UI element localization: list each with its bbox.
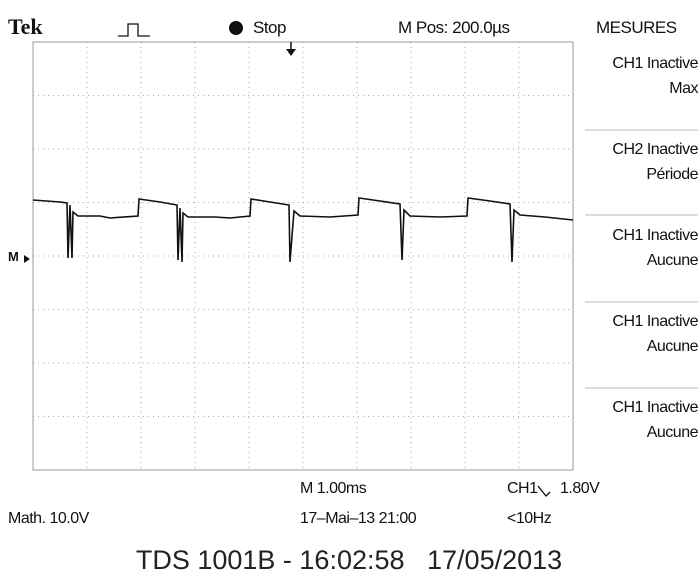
menu-measure[interactable]: Aucune [576,421,698,444]
menu-source[interactable]: CH1 Inactive [576,310,698,333]
pulse-icon [118,24,150,36]
menu-measure[interactable]: Aucune [576,335,698,358]
scope-screenshot: Tek Stop M Pos: 200.0µs MESURES M CH1 In… [0,0,698,578]
acquisition-status: Stop [253,18,286,38]
trigger-slope-icon [538,486,550,496]
trigger-source: CH1 [507,480,538,498]
run-indicator [229,21,243,35]
menu-source[interactable]: CH1 Inactive [576,224,698,247]
marker-arrow [24,255,30,263]
trigger-frequency: <10Hz [507,510,551,528]
trigger-position-arrow [286,49,296,56]
math-marker: M [8,249,18,264]
brand: Tek [8,14,43,40]
caption: TDS 1001B - 16:02:58 17/05/2013 [0,545,698,576]
graticule [33,42,573,470]
math-scale: Math. 10.0V [8,510,89,528]
menu-source[interactable]: CH1 Inactive [576,396,698,419]
menu-measure[interactable]: Période [576,163,698,186]
menu-measure[interactable]: Max [576,77,698,100]
date-time: 17–Mai–13 21:00 [300,510,416,528]
menu-source[interactable]: CH2 Inactive [576,138,698,161]
timebase: M 1.00ms [300,480,366,498]
menu-measure[interactable]: Aucune [576,249,698,272]
menu-title: MESURES [596,18,677,38]
horizontal-position: M Pos: 200.0µs [398,18,509,38]
trigger-level: 1.80V [560,480,599,498]
menu-source[interactable]: CH1 Inactive [576,52,698,75]
